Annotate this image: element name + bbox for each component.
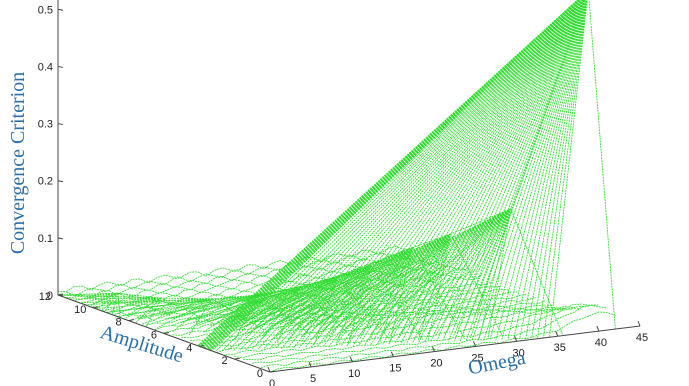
x-tick-mark	[596, 325, 600, 332]
y-axis-ticks: 0 2 4 6 8 10 12	[39, 291, 276, 380]
y-tick-mark	[199, 344, 205, 347]
x-tick-label: 5	[310, 373, 316, 385]
y-tick-label: 8	[116, 317, 122, 329]
surface-mesh	[57, 0, 616, 373]
x-axis-ticks: 0 5 10 15 20 25 30 35 40 45	[267, 320, 648, 386]
y-tick-mark	[269, 370, 276, 373]
y-tick-mark	[163, 332, 170, 334]
x-tick-mark	[514, 336, 518, 342]
x-tick-label: 30	[513, 347, 525, 359]
z-tick-label: 0	[47, 290, 53, 302]
y-tick-mark	[93, 306, 99, 309]
y-tick-mark	[128, 319, 134, 322]
z-axis-title: Convergence Criterion	[7, 72, 29, 254]
z-tick-label: 0.2	[38, 176, 53, 188]
z-tick-label: 0.5	[38, 4, 53, 16]
surface-floor	[57, 245, 616, 373]
x-tick-mark	[473, 341, 477, 347]
x-tick-label: 25	[471, 352, 483, 364]
x-tick-label: 10	[348, 368, 360, 380]
y-tick-label: 0	[257, 368, 263, 380]
peak-ridge-10	[57, 292, 171, 318]
z-tick-mark	[57, 8, 64, 11]
peak-ridge-0	[197, 0, 616, 352]
y-tick-label: 10	[74, 304, 86, 316]
x-tick-mark	[637, 320, 641, 327]
z-tick-mark	[57, 237, 64, 240]
y-tick-label: 2	[222, 355, 228, 367]
x-tick-mark	[390, 351, 394, 357]
y-tick-mark	[57, 293, 64, 296]
x-tick-mark	[349, 356, 353, 362]
ridge-crests	[117, 0, 586, 300]
z-tick-label: 0.3	[38, 119, 53, 131]
z-tick-mark	[57, 180, 64, 183]
x-tick-mark	[267, 366, 271, 373]
z-tick-mark	[57, 123, 64, 126]
z-tick-mark	[57, 65, 64, 68]
x-tick-mark	[308, 361, 312, 368]
y-tick-label: 4	[186, 342, 192, 354]
y-tick-label: 6	[151, 330, 157, 342]
x-tick-label: 45	[636, 332, 648, 344]
x-tick-label: 35	[554, 342, 566, 354]
z-tick-label: 0.4	[38, 61, 53, 73]
y-axis-title: Amplitude	[98, 321, 186, 367]
x-tick-mark	[555, 331, 559, 337]
x-tick-label: 20	[430, 358, 442, 370]
x-tick-label: 40	[595, 337, 607, 349]
z-axis-ticks: 00.10.20.30.40.50.60.7	[38, 4, 64, 302]
y-tick-label: 12	[39, 291, 51, 303]
x-tick-label: 15	[389, 363, 401, 375]
x-tick-label: 0	[269, 378, 275, 386]
x-tick-mark	[431, 346, 435, 352]
x-axis-line	[269, 325, 641, 373]
y-tick-mark	[234, 357, 240, 360]
z-tick-label: 0.1	[38, 233, 53, 245]
